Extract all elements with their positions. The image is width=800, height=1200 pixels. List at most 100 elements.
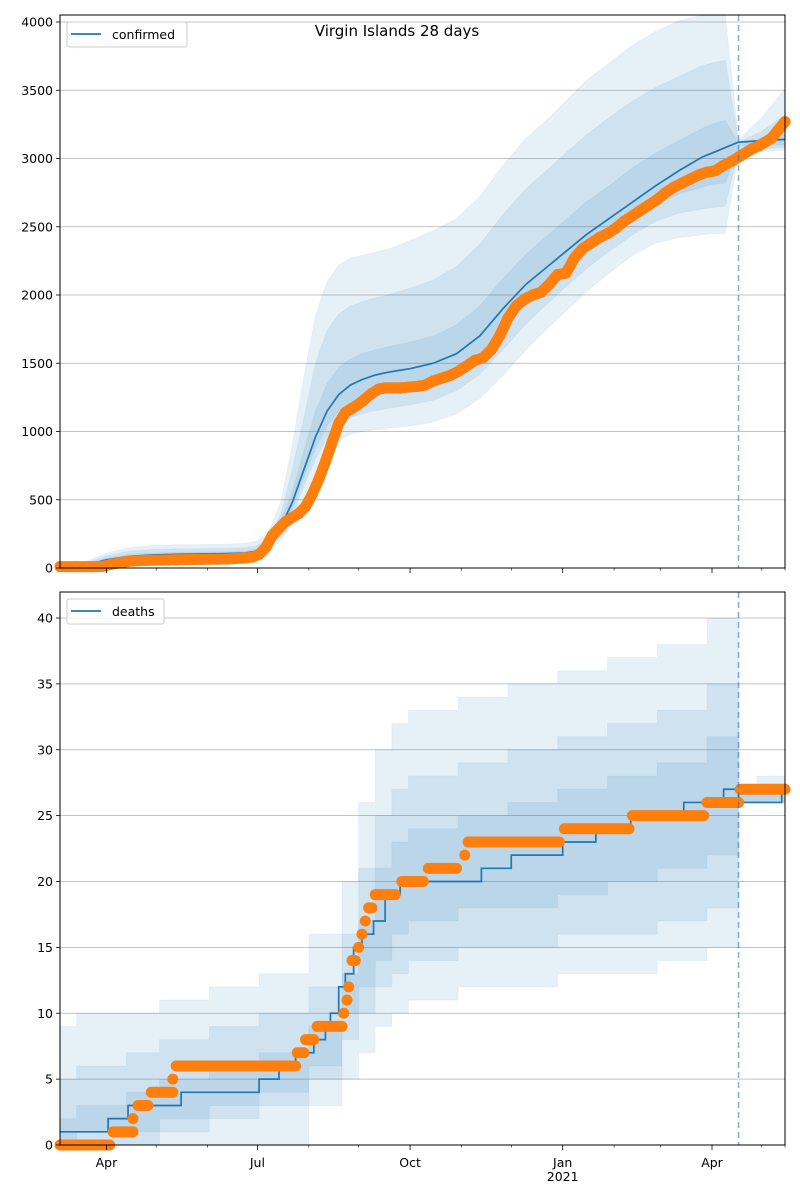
confirmed-observed-point	[187, 554, 199, 566]
confirmed-observed-point	[220, 553, 232, 565]
confirmed-observed-point	[452, 365, 464, 377]
confirmed-observed-point	[137, 554, 149, 566]
confirmed-uncertainty-bands	[59, 14, 786, 569]
confirmed-observed-point	[676, 177, 688, 189]
confirmed-observed-point	[485, 344, 497, 356]
deaths-ytick-label: 25	[37, 808, 53, 823]
confirmed-observed-point	[577, 243, 589, 255]
confirmed-observed-point	[519, 293, 531, 305]
confirmed-observed-point	[427, 375, 439, 387]
deaths-legend-box	[66, 598, 165, 625]
confirmed-observed-point	[87, 561, 99, 573]
confirmed-observed-point	[236, 552, 248, 564]
confirmed-observed-points	[54, 116, 791, 573]
confirmed-observed-point	[170, 554, 182, 566]
confirmed-ytick-label: 500	[29, 492, 53, 507]
confirmed-observed-point	[477, 352, 489, 364]
confirmed-observed-point	[260, 542, 272, 554]
xtick-label: Apr	[96, 1155, 118, 1170]
confirmed-observed-point	[266, 529, 278, 541]
confirmed-observed-point	[293, 507, 305, 519]
confirmed-observed-point	[601, 228, 613, 240]
confirmed-ytick-label: 3500	[21, 83, 53, 98]
confirmed-ytick-label: 2500	[21, 219, 53, 234]
confirmed-observed-point	[527, 289, 539, 301]
confirmed-x-ticks	[106, 568, 786, 573]
confirmed-observed-point	[660, 187, 672, 199]
confirmed-observed-point	[651, 193, 663, 205]
deaths-ytick-label: 15	[37, 940, 53, 955]
confirmed-ytick-label: 2000	[21, 288, 53, 303]
confirmed-observed-point	[543, 278, 555, 290]
deaths-ytick-label: 40	[37, 611, 53, 626]
confirmed-ytick-label: 4000	[21, 15, 53, 30]
confirmed-observed-point	[402, 381, 414, 393]
confirmed-observed-point	[154, 554, 166, 566]
confirmed-observed-point	[300, 501, 312, 513]
deaths-ytick-label: 20	[37, 874, 53, 889]
deaths-legend-label: deaths	[112, 604, 155, 619]
confirmed-observed-point	[253, 548, 265, 560]
confirmed-legend: confirmed	[66, 21, 188, 48]
confirmed-observed-point	[386, 382, 398, 394]
confirmed-observed-point	[684, 173, 696, 185]
confirmed-observed-point	[643, 199, 655, 211]
confirmed-axes-frame	[59, 14, 786, 569]
confirmed-observed-point	[71, 561, 83, 573]
confirmed-ytick-label: 3000	[21, 151, 53, 166]
confirmed-y-ticks: 0 500 1000 1500 2000 2500 3000 3500 4000	[21, 15, 60, 576]
deaths-uncertainty-bands	[59, 592, 786, 1146]
confirmed-observed-point	[469, 355, 481, 367]
confirmed-observed-point	[718, 159, 730, 171]
deaths-y-ticks: 0 5 10 15 20 25 30 35 40	[37, 611, 60, 1153]
confirmed-observed-point	[104, 559, 116, 571]
xtick-label: Oct	[399, 1155, 421, 1170]
confirmed-observed-point	[610, 222, 622, 234]
confirmed-ytick-label: 1500	[21, 356, 53, 371]
confirmed-observed-point	[585, 237, 597, 249]
xtick-label: Apr	[701, 1155, 723, 1170]
confirmed-observed-point	[114, 557, 126, 569]
xtick-label: 2021	[547, 1169, 579, 1184]
confirmed-observed-point	[203, 553, 215, 565]
confirmed-observed-point	[436, 372, 448, 384]
xtick-label: Jul	[249, 1155, 265, 1170]
confirmed-observed-point	[772, 124, 784, 136]
confirmed-observed-point	[419, 379, 431, 391]
confirmed-observed-point	[560, 267, 572, 279]
confirmed-observed-point	[326, 436, 338, 448]
confirmed-observed-point	[701, 166, 713, 178]
confirmed-gridlines	[60, 21, 785, 501]
confirmed-observed-point	[626, 210, 638, 222]
confirmed-observed-point	[460, 360, 472, 372]
confirmed-observed-point	[394, 382, 406, 394]
confirmed-observed-point	[709, 165, 721, 177]
confirmed-observed-point	[313, 473, 325, 485]
confirmed-observed-point	[494, 330, 506, 342]
chart-title: Virgin Islands 28 days	[315, 22, 480, 40]
deaths-ytick-label: 5	[45, 1072, 53, 1087]
confirmed-panel: 0 500 1000 1500 2000 2500 3000 3500 4000 Virgin …	[21, 14, 791, 576]
confirmed-observed-point	[510, 300, 522, 312]
deaths-ytick-label: 35	[37, 676, 53, 691]
confirmed-ytick-label: 0	[45, 561, 53, 576]
confirmed-observed-point	[444, 370, 456, 382]
deaths-ytick-label: 10	[37, 1006, 53, 1021]
confirmed-legend-box	[66, 21, 188, 48]
confirmed-observed-point	[693, 169, 705, 181]
confirmed-observed-point	[502, 312, 514, 324]
confirmed-observed-point	[319, 456, 331, 468]
confirmed-observed-point	[668, 181, 680, 193]
deaths-ytick-label: 0	[45, 1138, 53, 1153]
confirmed-observed-point	[766, 132, 778, 144]
confirmed-observed-point	[635, 204, 647, 216]
confirmed-ytick-label: 1000	[21, 424, 53, 439]
confirmed-observed-point	[618, 215, 630, 227]
deaths-legend: deaths	[66, 598, 165, 625]
confirmed-observed-point	[535, 286, 547, 298]
confirmed-observed-point	[124, 555, 136, 567]
confirmed-observed-point	[411, 380, 423, 392]
